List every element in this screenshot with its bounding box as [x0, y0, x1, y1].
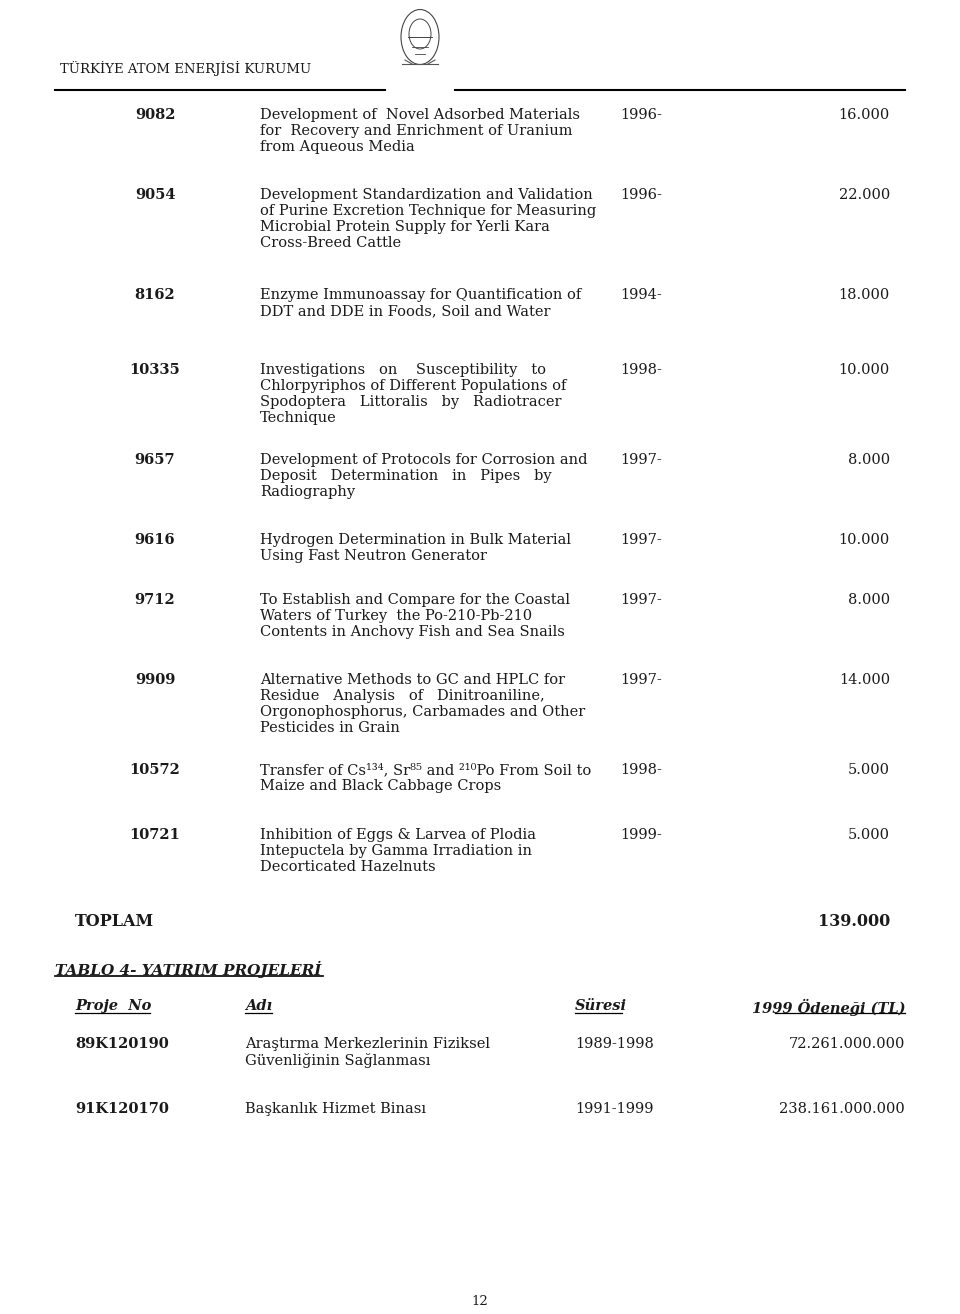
Text: To Establish and Compare for the Coastal: To Establish and Compare for the Coastal — [260, 593, 570, 607]
Text: Intepuctela by Gamma Irradiation in: Intepuctela by Gamma Irradiation in — [260, 844, 532, 858]
Text: 91K120170: 91K120170 — [75, 1102, 169, 1116]
Text: Başkanlık Hizmet Binası: Başkanlık Hizmet Binası — [245, 1102, 426, 1116]
Text: Maize and Black Cabbage Crops: Maize and Black Cabbage Crops — [260, 779, 501, 794]
Text: 1997-: 1997- — [620, 533, 661, 547]
Text: Development Standardization and Validation: Development Standardization and Validati… — [260, 188, 592, 202]
Text: 1997-: 1997- — [620, 673, 661, 687]
Text: 1996-: 1996- — [620, 188, 661, 202]
Text: 8.000: 8.000 — [848, 593, 890, 607]
Text: 18.000: 18.000 — [839, 288, 890, 302]
Text: Deposit   Determination   in   Pipes   by: Deposit Determination in Pipes by — [260, 469, 552, 484]
Text: Radiography: Radiography — [260, 485, 355, 499]
Text: 1999-: 1999- — [620, 828, 661, 842]
Text: 8162: 8162 — [134, 288, 176, 302]
Text: 16.000: 16.000 — [839, 108, 890, 122]
Text: 10572: 10572 — [130, 763, 180, 777]
Text: 10.000: 10.000 — [839, 533, 890, 547]
Text: 1991-1999: 1991-1999 — [575, 1102, 654, 1116]
Text: DDT and DDE in Foods, Soil and Water: DDT and DDE in Foods, Soil and Water — [260, 304, 550, 318]
Text: 1996-: 1996- — [620, 108, 661, 122]
Text: 9657: 9657 — [134, 453, 176, 466]
Text: 1997-: 1997- — [620, 593, 661, 607]
Text: Technique: Technique — [260, 411, 337, 424]
Text: 10.000: 10.000 — [839, 363, 890, 377]
Text: 1989-1998: 1989-1998 — [575, 1037, 654, 1051]
Text: Contents in Anchovy Fish and Sea Snails: Contents in Anchovy Fish and Sea Snails — [260, 625, 564, 639]
Text: Enzyme Immunoassay for Quantification of: Enzyme Immunoassay for Quantification of — [260, 288, 581, 302]
Text: Araştırma Merkezlerinin Fiziksel: Araştırma Merkezlerinin Fiziksel — [245, 1037, 490, 1051]
Text: 5.000: 5.000 — [848, 828, 890, 842]
Text: 9909: 9909 — [134, 673, 175, 687]
Text: Microbial Protein Supply for Yerli Kara: Microbial Protein Supply for Yerli Kara — [260, 219, 550, 234]
Text: Development of Protocols for Corrosion and: Development of Protocols for Corrosion a… — [260, 453, 588, 466]
Text: of Purine Excretion Technique for Measuring: of Purine Excretion Technique for Measur… — [260, 204, 596, 218]
Text: for  Recovery and Enrichment of Uranium: for Recovery and Enrichment of Uranium — [260, 124, 572, 138]
Text: TABLO 4- YATIRIM PROJELERİ: TABLO 4- YATIRIM PROJELERİ — [55, 961, 322, 978]
Text: Hydrogen Determination in Bulk Material: Hydrogen Determination in Bulk Material — [260, 533, 571, 547]
Text: Güvenliğinin Sağlanması: Güvenliğinin Sağlanması — [245, 1053, 430, 1068]
Text: Transfer of Cs¹³⁴, Sr⁸⁵ and ²¹⁰Po From Soil to: Transfer of Cs¹³⁴, Sr⁸⁵ and ²¹⁰Po From S… — [260, 763, 591, 777]
Text: Spodoptera   Littoralis   by   Radiotracer: Spodoptera Littoralis by Radiotracer — [260, 396, 562, 409]
Text: 10335: 10335 — [130, 363, 180, 377]
Text: TOPLAM: TOPLAM — [75, 913, 155, 930]
Text: 9712: 9712 — [134, 593, 176, 607]
Text: from Aqueous Media: from Aqueous Media — [260, 141, 415, 154]
Text: 9054: 9054 — [134, 188, 176, 202]
Text: 1999 Ödeneği (TL): 1999 Ödeneği (TL) — [752, 999, 905, 1016]
Text: Decorticated Hazelnuts: Decorticated Hazelnuts — [260, 859, 436, 874]
Text: Orgonophosphorus, Carbamades and Other: Orgonophosphorus, Carbamades and Other — [260, 706, 586, 719]
Text: Waters of Turkey  the Po-210-Pb-210: Waters of Turkey the Po-210-Pb-210 — [260, 608, 532, 623]
Text: Using Fast Neutron Generator: Using Fast Neutron Generator — [260, 549, 487, 562]
Text: 89K120190: 89K120190 — [75, 1037, 169, 1051]
Text: 9616: 9616 — [134, 533, 176, 547]
Text: 238.161.000.000: 238.161.000.000 — [780, 1102, 905, 1116]
Text: 10721: 10721 — [130, 828, 180, 842]
Text: Pesticides in Grain: Pesticides in Grain — [260, 721, 400, 735]
Text: Development of  Novel Adsorbed Materials: Development of Novel Adsorbed Materials — [260, 108, 580, 122]
Text: Alternative Methods to GC and HPLC for: Alternative Methods to GC and HPLC for — [260, 673, 565, 687]
Text: Cross-Breed Cattle: Cross-Breed Cattle — [260, 237, 401, 250]
Text: 9082: 9082 — [134, 108, 176, 122]
Text: Residue   Analysis   of   Dinitroaniline,: Residue Analysis of Dinitroaniline, — [260, 689, 544, 703]
Text: 12: 12 — [471, 1296, 489, 1307]
Text: TÜRKİYE ATOM ENERJİSİ KURUMU: TÜRKİYE ATOM ENERJİSİ KURUMU — [60, 60, 311, 76]
Text: 72.261.000.000: 72.261.000.000 — [788, 1037, 905, 1051]
Text: 14.000: 14.000 — [839, 673, 890, 687]
Text: Adı: Adı — [245, 999, 272, 1013]
Text: 1998-: 1998- — [620, 763, 661, 777]
Text: 8.000: 8.000 — [848, 453, 890, 466]
Text: 1994-: 1994- — [620, 288, 661, 302]
Text: 1998-: 1998- — [620, 363, 661, 377]
Text: Süresi: Süresi — [575, 999, 627, 1013]
Text: 5.000: 5.000 — [848, 763, 890, 777]
Text: 139.000: 139.000 — [818, 913, 890, 930]
Text: Investigations   on    Susceptibility   to: Investigations on Susceptibility to — [260, 363, 546, 377]
Text: Inhibition of Eggs & Larvea of Plodia: Inhibition of Eggs & Larvea of Plodia — [260, 828, 536, 842]
Text: Chlorpyriphos of Different Populations of: Chlorpyriphos of Different Populations o… — [260, 378, 566, 393]
Text: Proje  No: Proje No — [75, 999, 152, 1013]
Text: 1997-: 1997- — [620, 453, 661, 466]
Text: 22.000: 22.000 — [839, 188, 890, 202]
